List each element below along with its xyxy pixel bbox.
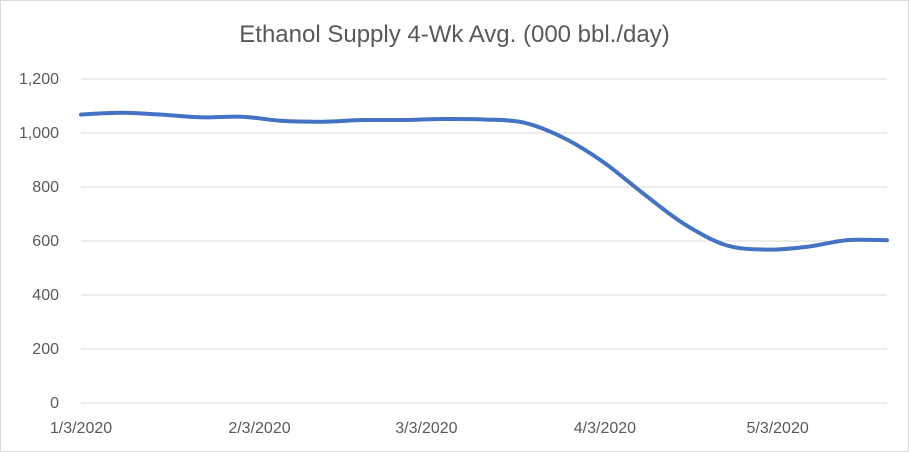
x-tick-label: 5/3/2020: [746, 420, 808, 437]
y-tick-label: 1,000: [19, 125, 59, 142]
y-tick-label: 1,200: [19, 71, 59, 88]
y-tick-label: 400: [32, 287, 59, 304]
y-tick-label: 800: [32, 179, 59, 196]
x-tick-label: 1/3/2020: [50, 420, 112, 437]
x-tick-label: 2/3/2020: [228, 420, 290, 437]
chart-title: Ethanol Supply 4-Wk Avg. (000 bbl./day): [239, 21, 670, 48]
y-tick-label: 600: [32, 233, 59, 250]
series-line: [79, 110, 889, 252]
y-tick-label: 0: [50, 395, 59, 412]
y-tick-label: 200: [32, 341, 59, 358]
x-tick-label: 4/3/2020: [574, 420, 636, 437]
x-tick-label: 3/3/2020: [395, 420, 457, 437]
